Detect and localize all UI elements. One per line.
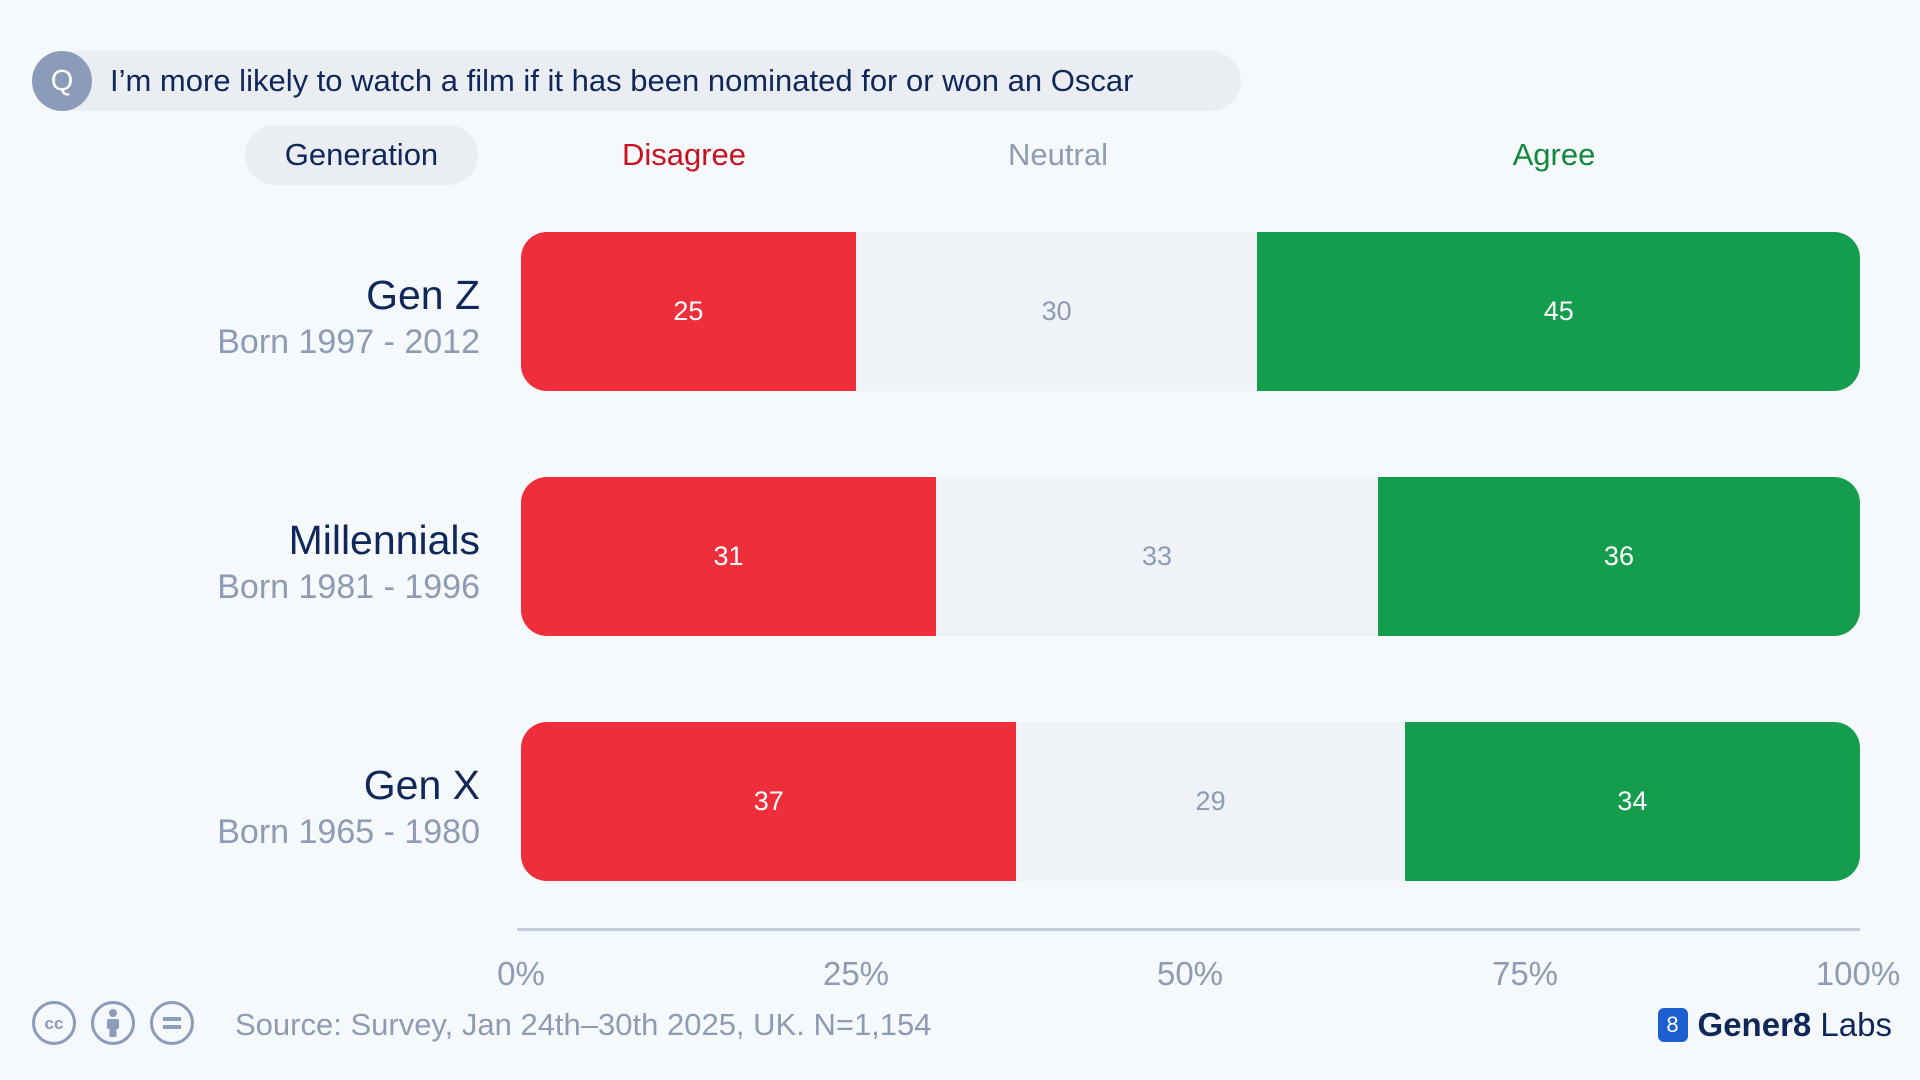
legend-neutral: Neutral xyxy=(1008,137,1108,172)
category-subtitle: Born 1997 - 2012 xyxy=(217,323,480,361)
group-header: Generation xyxy=(245,125,478,185)
legend-disagree: Disagree xyxy=(621,137,747,172)
bar-segment-agree: 45 xyxy=(1257,232,1860,391)
question-badge: Q xyxy=(32,51,92,111)
category-subtitle: Born 1965 - 1980 xyxy=(217,813,480,851)
brand: 8 Gener8 Labs xyxy=(1657,1003,1892,1047)
category-name: Millennials xyxy=(288,517,480,563)
row-label-millennials: Millennials Born 1981 - 1996 xyxy=(217,516,480,610)
bar-millennials: 31 33 36 xyxy=(521,477,1860,636)
nd-icon xyxy=(150,1001,194,1045)
category-subtitle: Born 1981 - 1996 xyxy=(217,568,480,606)
bar-segment-agree: 36 xyxy=(1377,477,1860,636)
brand-name-rest: Labs xyxy=(1811,1006,1892,1043)
x-tick-label: 100% xyxy=(1815,955,1901,992)
x-tick-label: 0% xyxy=(497,955,545,992)
category-name: Gen Z xyxy=(366,272,480,318)
row-label-gen-z: Gen Z Born 1997 - 2012 xyxy=(217,271,480,365)
by-icon xyxy=(91,1001,135,1045)
source-note: Source: Survey, Jan 24th–30th 2025, UK. … xyxy=(235,1007,932,1042)
x-axis-line xyxy=(517,928,1860,931)
bar-segment-disagree: 25 xyxy=(521,232,856,391)
bar-segment-neutral: 30 xyxy=(855,232,1258,391)
cc-icon: cc xyxy=(32,1001,76,1045)
license-icons: cc xyxy=(32,1001,194,1045)
brand-logo-icon: 8 xyxy=(1657,1008,1688,1042)
svg-text:cc: cc xyxy=(45,1014,64,1033)
bar-gen-x: 37 29 34 xyxy=(521,722,1860,881)
x-tick-label: 75% xyxy=(1491,955,1559,992)
bar-segment-neutral: 33 xyxy=(936,477,1378,636)
bar-gen-z: 25 30 45 xyxy=(521,232,1860,391)
question-text: I’m more likely to watch a film if it ha… xyxy=(110,63,1134,98)
x-tick-label: 25% xyxy=(822,955,890,992)
brand-name: Gener8 Labs xyxy=(1698,1003,1892,1047)
bar-segment-neutral: 29 xyxy=(1016,722,1405,881)
bar-segment-disagree: 37 xyxy=(521,722,1017,881)
bar-segment-disagree: 31 xyxy=(521,477,937,636)
legend-agree: Agree xyxy=(1512,137,1596,172)
question-banner: Q I’m more likely to watch a film if it … xyxy=(32,51,1241,111)
category-name: Gen X xyxy=(363,762,480,808)
x-tick-label: 50% xyxy=(1156,955,1224,992)
bar-segment-agree: 34 xyxy=(1404,722,1860,881)
row-label-gen-x: Gen X Born 1965 - 1980 xyxy=(217,761,480,855)
brand-name-bold: Gener8 xyxy=(1697,1006,1812,1043)
